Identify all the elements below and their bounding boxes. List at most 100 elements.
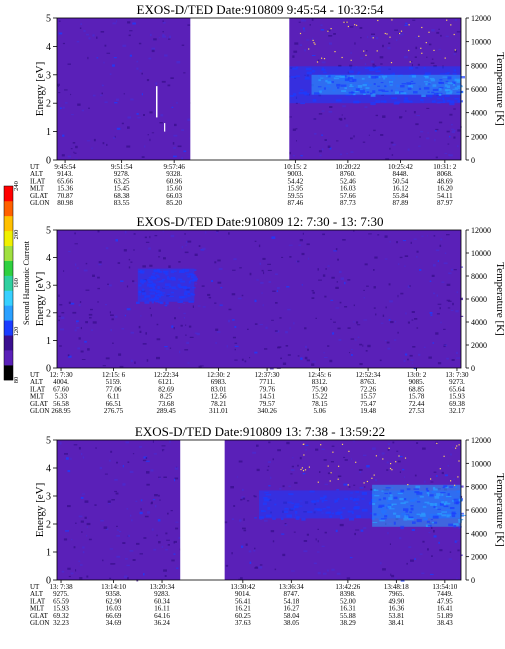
temperature-tick-label: 4000 [471, 109, 487, 118]
colorbar-tick-label: 240 [13, 181, 20, 191]
ephemeris-value-glon: 27.53 [409, 407, 425, 415]
ephemeris-value-ilat: 65.64 [449, 385, 465, 393]
ephemeris-value-glat: 60.25 [235, 612, 251, 620]
ephemeris-value-ilat: 62.90 [106, 597, 122, 605]
ephemeris-row-label: ALT [30, 170, 44, 178]
ephemeris-value-glon: 32.17 [449, 407, 465, 415]
panel-title: EXOS-D/TED Date:910809 13: 7:38 - 13:59:… [135, 424, 385, 439]
ephemeris-value-ut: 12:37:30 [255, 371, 280, 379]
ephemeris-value-alt: 9085. [409, 378, 425, 386]
ephemeris-value-mlt: 14.51 [259, 393, 275, 401]
colorbar-swatch [4, 305, 13, 321]
ephemeris-value-alt: 9358. [106, 590, 122, 598]
ephemeris-value-glat: 75.47 [360, 400, 376, 408]
ephemeris-value-ut: 13:20:34 [150, 583, 175, 591]
energy-tick-label: 2 [46, 520, 51, 531]
spectrogram-background [57, 230, 461, 368]
ephemeris-value-ut: 9:57:46 [163, 163, 185, 171]
ephemeris-value-mlt: 15.22 [312, 393, 328, 401]
ephemeris-value-ilat: 83.01 [211, 385, 227, 393]
ephemeris-row-label: MLT [30, 393, 45, 401]
ephemeris-value-alt: 9278. [114, 170, 130, 178]
ephemeris-value-glon: 5.06 [313, 407, 326, 415]
ephemeris-value-ut: 13:42:26 [335, 583, 360, 591]
ephemeris-value-ut: 13:14:10 [101, 583, 126, 591]
ephemeris-value-ilat: 60.96 [166, 177, 182, 185]
colorbar: 80 120 160 200 240 Second Harmonic Current [3, 181, 31, 384]
temperature-tick-label: 4000 [471, 529, 487, 538]
ephemeris-value-glat: 66.03 [166, 192, 182, 200]
ephemeris-value-alt: 7965. [388, 590, 404, 598]
colorbar-tick-label: 80 [13, 377, 20, 384]
ephemeris-value-glat: 55.84 [393, 192, 409, 200]
ephemeris-value-alt: 9273. [449, 378, 465, 386]
ephemeris-value-mlt: 15.45 [114, 185, 130, 193]
temperature-tick-label: 0 [471, 576, 475, 585]
plot-frame [56, 439, 462, 581]
spectrogram-noise [58, 230, 464, 370]
ephemeris-value-glat: 78.15 [312, 400, 328, 408]
ephemeris-value-glon: 87.46 [287, 199, 303, 207]
temperature-tick-label: 0 [471, 156, 475, 165]
ephemeris-value-glon: 80.98 [57, 199, 73, 207]
ephemeris-row-label: UT [30, 583, 40, 591]
ephemeris-value-ut: 13:54:10 [432, 583, 457, 591]
ephemeris-value-glon: 85.20 [166, 199, 182, 207]
ephemeris-value-alt: 8448. [393, 170, 409, 178]
energy-tick-label: 1 [46, 548, 51, 559]
ephemeris-value-glon: 289.45 [156, 407, 176, 415]
ephemeris-value-glon: 38.43 [437, 619, 453, 627]
ephemeris-value-ilat: 65.59 [53, 597, 69, 605]
ephemeris-value-glon: 268.95 [51, 407, 71, 415]
ephemeris-value-ilat: 60.34 [154, 597, 170, 605]
temperature-axis-label: Temperature [K] [494, 262, 505, 335]
ephemeris-value-alt: 8760. [340, 170, 356, 178]
energy-tick-label: 5 [46, 436, 51, 447]
colorbar-swatch [4, 320, 13, 336]
ephemeris-value-mlt: 6.11 [108, 393, 120, 401]
ephemeris-value-ilat: 79.76 [259, 385, 275, 393]
energy-axis-label: Energy [eV] [34, 483, 46, 537]
colorbar-tick-label: 200 [13, 230, 20, 240]
temperature-tick-label: 8000 [471, 61, 487, 70]
colorbar-frame [3, 185, 14, 381]
colorbar-label: Second Harmonic Current [22, 240, 31, 325]
ephemeris-row-label: ALT [30, 378, 44, 386]
ephemeris-value-ilat: 63.25 [114, 177, 130, 185]
ephemeris-value-ilat: 77.06 [106, 385, 122, 393]
temperature-tick-label: 10000 [471, 249, 491, 258]
energy-tick-label: 0 [46, 364, 51, 375]
ephemeris-value-ut: 13:48:18 [384, 583, 409, 591]
ephemeris-value-mlt: 16.03 [340, 185, 356, 193]
colorbar-swatch [4, 290, 13, 306]
ephemeris-value-mlt: 16.21 [235, 605, 251, 613]
temperature-tick-label: 8000 [471, 272, 487, 281]
ephemeris-value-alt: 8398. [340, 590, 356, 598]
ephemeris-value-mlt: 16.36 [388, 605, 404, 613]
ephemeris-value-alt: 7711. [259, 378, 275, 386]
ephemeris-value-mlt: 16.03 [106, 605, 122, 613]
energy-enhancement-band [137, 268, 198, 305]
colorbar-swatch [4, 260, 13, 276]
energy-tick-label: 3 [46, 70, 51, 81]
ephemeris-value-glat: 68.38 [114, 192, 130, 200]
ephemeris-value-mlt: 16.41 [437, 605, 453, 613]
energy-tick-label: 2 [46, 308, 51, 319]
temperature-tick-label: 2000 [471, 341, 487, 350]
ephemeris-value-glat: 72.44 [409, 400, 425, 408]
ephemeris-value-ilat: 56.41 [235, 597, 251, 605]
data-gap [190, 18, 290, 160]
temperature-tick-label: 10000 [471, 459, 491, 468]
energy-tick-label: 4 [46, 42, 51, 53]
data-gap [180, 440, 225, 580]
ephemeris-row-label: MLT [30, 185, 45, 193]
ephemeris-value-mlt: 16.11 [154, 605, 170, 613]
ephemeris-value-mlt: 16.27 [283, 605, 299, 613]
ephemeris-value-mlt: 15.36 [57, 185, 73, 193]
ephemeris-value-glat: 55.88 [340, 612, 356, 620]
energy-tick-label: 2 [46, 99, 51, 110]
ephemeris-value-mlt: 16.31 [340, 605, 356, 613]
ephemeris-table: UTALTILATMLTGLATGLON9:45:549143.65.6615.… [30, 160, 457, 207]
